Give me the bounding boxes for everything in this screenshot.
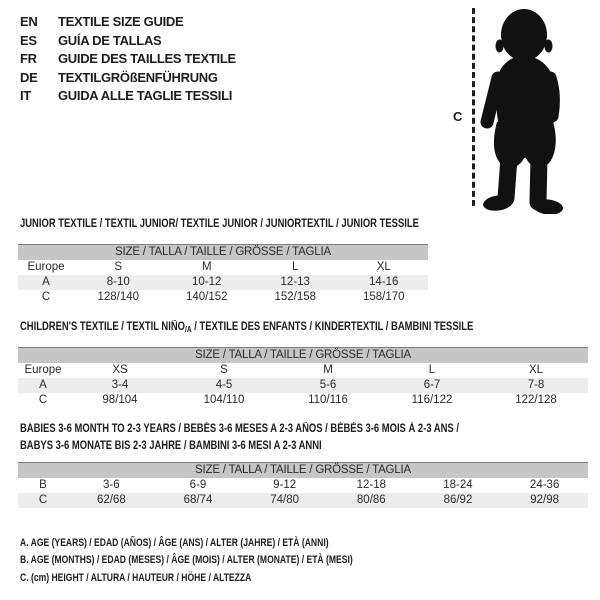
cell: XS <box>112 364 128 376</box>
cell: 68/74 <box>154 493 242 508</box>
cell: 104/110 <box>203 394 245 406</box>
table-row: Europe S M L XL <box>18 260 428 275</box>
cell: 158/170 <box>362 291 405 303</box>
babies-section-title-line1: BABIES 3-6 MONTH TO 2-3 YEARS / BEBÉS 3-… <box>20 423 459 435</box>
lang-code-it: IT <box>20 88 31 103</box>
children-size-table: SIZE / TALLA / TAILLE / GRÖSSE / TAGLIA … <box>18 347 588 408</box>
title-subscript: /A <box>185 325 192 334</box>
row-label: Europe <box>24 364 62 376</box>
row-label: C <box>18 493 68 508</box>
height-measure-line <box>472 8 475 206</box>
cell: 92/98 <box>501 493 588 508</box>
footnote-b: B. AGE (MONTHS) / EDAD (MESES) / ÂGE (MO… <box>20 554 353 567</box>
lang-title-de: TEXTILGRÖßENFÜHRUNG <box>58 69 218 85</box>
cell: S <box>114 261 123 273</box>
table-row: C 98/104 104/110 110/116 116/122 122/128 <box>18 393 588 408</box>
cell: 12-13 <box>251 275 340 290</box>
cell: 62/68 <box>68 493 155 508</box>
cell: 4-5 <box>172 378 276 393</box>
lang-title-fr: GUIDE DES TAILLES TEXTILE <box>58 51 236 66</box>
cell: 8-10 <box>74 275 163 290</box>
table-row: B 3-6 6-9 9-12 12-18 18-24 24-36 <box>18 478 588 493</box>
cell: L <box>428 364 436 376</box>
cell: 7-8 <box>484 378 588 393</box>
toddler-silhouette-icon <box>480 9 563 214</box>
table-row: Europe XS S M L XL <box>18 363 588 378</box>
row-label: Europe <box>27 261 65 273</box>
table-header-row: SIZE / TALLA / TAILLE / GRÖSSE / TAGLIA <box>18 244 428 260</box>
row-label: B <box>39 479 47 491</box>
cell: 128/140 <box>97 291 140 303</box>
cell: 140/152 <box>185 291 228 303</box>
cell: 6-7 <box>380 378 484 393</box>
cell: 10-12 <box>162 275 251 290</box>
table-row: C 62/68 68/74 74/80 80/86 86/92 92/98 <box>18 493 588 508</box>
lang-code-de: DE <box>20 69 38 85</box>
lang-title-it: GUIDA ALLE TAGLIE TESSILI <box>58 88 233 103</box>
cell: 98/104 <box>102 394 138 406</box>
title-text: CHILDREN'S TEXTILE / TEXTIL NIÑO <box>20 321 186 333</box>
title-text: / TEXTILE DES ENFANTS / KINDERTEXTIL / B… <box>191 321 474 333</box>
lang-code-en: EN <box>20 14 38 29</box>
row-label: A <box>18 378 68 393</box>
cell: 3-6 <box>103 479 120 491</box>
cell: 122/128 <box>515 394 557 406</box>
babies-section-title-line2: BABYS 3-6 MONATE BIS 2-3 JAHRE / BAMBINI… <box>20 440 322 452</box>
table-header-row: SIZE / TALLA / TAILLE / GRÖSSE / TAGLIA <box>18 462 588 478</box>
cell: XL <box>528 364 544 376</box>
table-header-row: SIZE / TALLA / TAILLE / GRÖSSE / TAGLIA <box>18 347 588 363</box>
cell: 5-6 <box>276 378 380 393</box>
cell: S <box>220 364 228 376</box>
row-label: C <box>41 291 51 303</box>
cell: 18-24 <box>443 479 473 491</box>
table-row: A 8-10 10-12 12-13 14-16 <box>18 275 428 290</box>
cell: M <box>201 261 212 273</box>
junior-size-table: SIZE / TALLA / TAILLE / GRÖSSE / TAGLIA … <box>18 244 428 305</box>
cell: 86/92 <box>414 493 502 508</box>
cell: 116/122 <box>411 394 453 406</box>
size-header-bar: SIZE / TALLA / TAILLE / GRÖSSE / TAGLIA <box>18 462 588 478</box>
cell: 9-12 <box>273 479 297 491</box>
cell: 6-9 <box>189 479 207 491</box>
children-section-title: CHILDREN'S TEXTILE / TEXTIL NIÑO/A / TEX… <box>20 321 473 334</box>
cell: 24-36 <box>529 479 560 491</box>
cell: 14-16 <box>339 275 428 290</box>
size-header-bar: SIZE / TALLA / TAILLE / GRÖSSE / TAGLIA <box>18 347 588 363</box>
lang-title-en: TEXTILE SIZE GUIDE <box>58 14 184 29</box>
cell: 152/158 <box>274 291 317 303</box>
size-header-bar: SIZE / TALLA / TAILLE / GRÖSSE / TAGLIA <box>18 244 428 260</box>
table-row: C 128/140 140/152 152/158 158/170 <box>18 290 428 305</box>
cell: M <box>323 364 333 376</box>
footnote-legend: A. AGE (YEARS) / EDAD (AÑOS) / ÂGE (ANS)… <box>20 535 447 587</box>
footnote-a: A. AGE (YEARS) / EDAD (AÑOS) / ÂGE (ANS)… <box>20 537 329 549</box>
lang-code-es: ES <box>20 32 37 48</box>
row-label: A <box>18 275 74 290</box>
language-list: EN TEXTILE SIZE GUIDE ES GUÍA DE TALLAS … <box>20 13 236 106</box>
lang-code-fr: FR <box>20 51 37 66</box>
cell: 12-18 <box>356 479 386 491</box>
babies-size-table: SIZE / TALLA / TAILLE / GRÖSSE / TAGLIA … <box>18 462 588 508</box>
cell: 74/80 <box>241 493 328 508</box>
height-measure-label: C <box>453 109 463 124</box>
cell: L <box>292 261 299 273</box>
footnote-c: C. (cm) HEIGHT / ALTURA / HAUTEUR / HÖHE… <box>20 571 252 584</box>
table-row: A 3-4 4-5 5-6 6-7 7-8 <box>18 378 588 393</box>
cell: 3-4 <box>68 378 172 393</box>
cell: 80/86 <box>327 493 415 508</box>
cell: XL <box>376 261 391 273</box>
row-label: C <box>38 394 48 406</box>
junior-section-title: JUNIOR TEXTILE / TEXTIL JUNIOR/ TEXTILE … <box>20 218 419 230</box>
lang-title-es: GUÍA DE TALLAS <box>58 32 162 48</box>
cell: 110/116 <box>308 394 348 406</box>
